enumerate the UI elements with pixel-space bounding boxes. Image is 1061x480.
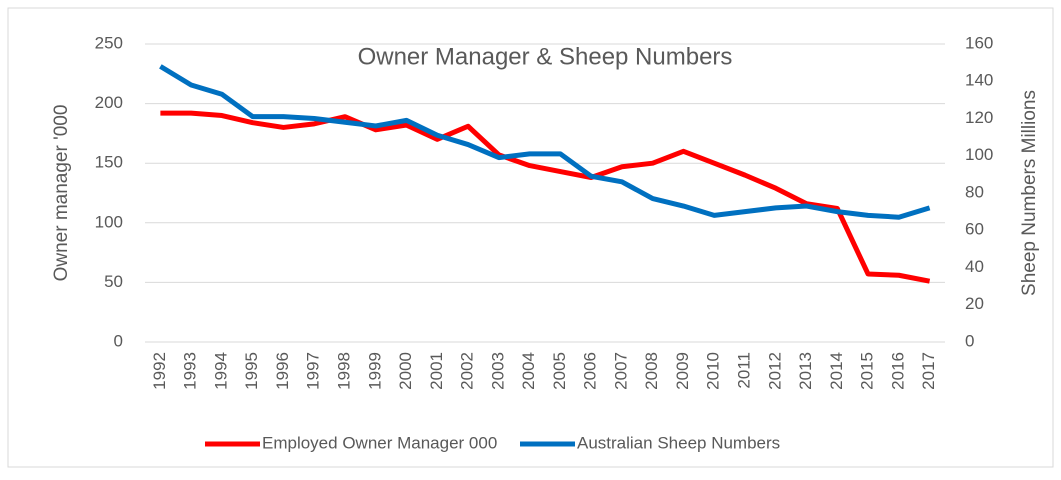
x-tick-label: 1993 [181, 352, 200, 390]
chart-title: Owner Manager & Sheep Numbers [358, 43, 733, 70]
x-tick-label: 1992 [150, 352, 169, 390]
y2-tick-label: 80 [965, 182, 984, 201]
series-line [160, 110, 931, 284]
x-tick-label: 1995 [242, 352, 261, 390]
x-tick-label: 2009 [673, 352, 692, 390]
y-axis-label: Owner manager '000 [51, 105, 72, 282]
y-tick-label: 250 [95, 33, 123, 52]
y2-tick-label: 140 [965, 71, 993, 90]
x-tick-label: 1997 [304, 352, 323, 390]
y2-tick-label: 20 [965, 294, 984, 313]
x-tick-label: 2007 [611, 352, 630, 390]
y2-tick-label: 0 [965, 331, 974, 350]
x-tick-label: 2014 [827, 352, 846, 390]
legend-label: Employed Owner Manager 000 [262, 433, 497, 452]
x-tick-label: 2017 [919, 352, 938, 390]
x-tick-label: 2008 [642, 352, 661, 390]
x-tick-label: 2002 [458, 352, 477, 390]
x-tick-label: 2000 [396, 352, 415, 390]
x-tick-label: 2015 [858, 352, 877, 390]
y2-tick-label: 60 [965, 220, 984, 239]
x-tick-label: 1999 [365, 352, 384, 390]
series-line [159, 64, 931, 220]
y2-tick-label: 120 [965, 108, 993, 127]
chart-border [7, 7, 1054, 468]
x-tick-label: 2006 [581, 352, 600, 390]
x-tick-label: 2012 [765, 352, 784, 390]
x-tick-label: 1996 [273, 352, 292, 390]
y2-axis-label: Sheep Numbers Millions [1019, 90, 1040, 296]
x-tick-label: 2005 [550, 352, 569, 390]
x-tick-label: 2001 [427, 352, 446, 390]
x-tick-label: 2016 [888, 352, 907, 390]
x-tick-label: 2011 [734, 352, 753, 389]
x-tick-label: 1994 [211, 352, 230, 390]
x-tick-label: 1998 [334, 352, 353, 390]
y-tick-label: 50 [104, 272, 123, 291]
x-tick-label: 2010 [704, 352, 723, 390]
legend-label: Australian Sheep Numbers [577, 433, 780, 452]
x-tick-label: 2004 [519, 352, 538, 390]
y-tick-label: 100 [95, 212, 123, 231]
y-tick-label: 0 [114, 331, 123, 350]
y-tick-label: 200 [95, 93, 123, 112]
y2-tick-label: 160 [965, 33, 993, 52]
x-tick-label: 2003 [488, 352, 507, 390]
y2-tick-label: 40 [965, 257, 984, 276]
x-tick-label: 2013 [796, 352, 815, 390]
y-tick-label: 150 [95, 153, 123, 172]
y2-tick-label: 100 [965, 145, 993, 164]
